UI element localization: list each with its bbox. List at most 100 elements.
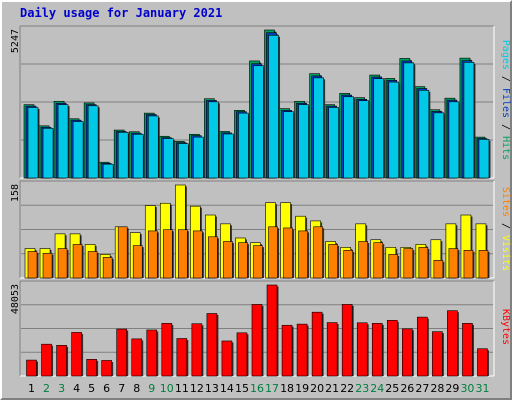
bar-sites-21 xyxy=(328,244,338,279)
x-tick-13: 13 xyxy=(205,382,219,395)
bar-sites-27 xyxy=(418,247,429,279)
bar-sites-15 xyxy=(238,242,248,279)
x-tick-9: 9 xyxy=(148,382,155,395)
panel-kbytes: 48053 xyxy=(10,280,495,377)
legend-visits: Visits xyxy=(500,235,511,271)
bar-kbytes-5 xyxy=(86,359,97,377)
bar-sites-12 xyxy=(193,230,203,279)
x-tick-16: 16 xyxy=(250,382,264,395)
x-tick-18: 18 xyxy=(280,382,294,395)
bar-sites-10 xyxy=(162,229,173,279)
x-tick-4: 4 xyxy=(73,382,80,395)
x-tick-22: 22 xyxy=(340,382,354,395)
bar-sites-1 xyxy=(27,251,38,279)
bar-sites-8 xyxy=(132,245,143,279)
legend-kbytes-group: KBytes xyxy=(500,309,511,345)
bar-pages-9 xyxy=(147,115,159,179)
bar-sites-18 xyxy=(283,227,293,279)
bar-pages-31 xyxy=(478,139,490,179)
x-tick-26: 26 xyxy=(400,382,414,395)
x-tick-21: 21 xyxy=(325,382,339,395)
bar-kbytes-24 xyxy=(371,323,383,377)
bar-sites-4 xyxy=(72,244,83,279)
bar-kbytes-16 xyxy=(251,304,263,377)
bar-sites-19 xyxy=(298,230,308,279)
bar-sites-16 xyxy=(253,245,263,279)
bar-kbytes-15 xyxy=(236,332,248,377)
x-tick-2: 2 xyxy=(43,382,50,395)
legend-pages: Pages xyxy=(500,40,511,70)
bar-kbytes-27 xyxy=(417,316,428,377)
bar-pages-6 xyxy=(102,163,114,179)
y-max-label-visits: 158 xyxy=(10,184,21,202)
panel-visits: 158 xyxy=(10,180,495,279)
x-tick-24: 24 xyxy=(370,382,384,395)
bar-pages-27 xyxy=(418,89,430,179)
bar-pages-22 xyxy=(343,96,354,179)
x-tick-14: 14 xyxy=(220,382,234,395)
bar-kbytes-28 xyxy=(432,331,443,377)
bar-sites-31 xyxy=(478,250,489,279)
bar-sites-28 xyxy=(433,260,444,279)
bar-kbytes-21 xyxy=(326,322,338,377)
legend-files: Files xyxy=(500,88,511,118)
x-tick-7: 7 xyxy=(118,382,125,395)
x-tick-11: 11 xyxy=(175,382,189,395)
legend-sep-1: / xyxy=(500,70,511,88)
x-tick-28: 28 xyxy=(430,382,444,395)
bar-pages-23 xyxy=(358,100,370,179)
x-tick-1: 1 xyxy=(28,382,35,395)
legend-sites: Sites xyxy=(500,187,511,217)
x-tick-27: 27 xyxy=(415,382,429,395)
legend-kbytes: KBytes xyxy=(500,309,511,345)
bar-pages-7 xyxy=(117,132,129,179)
bar-kbytes-22 xyxy=(341,304,353,377)
bar-sites-25 xyxy=(388,254,399,279)
bar-pages-4 xyxy=(72,121,84,179)
bar-sites-22 xyxy=(343,250,353,279)
bar-sites-11 xyxy=(178,229,188,279)
bar-kbytes-8 xyxy=(131,338,143,377)
bar-sites-6 xyxy=(102,257,113,279)
x-tick-12: 12 xyxy=(190,382,204,395)
x-tick-30: 30 xyxy=(460,382,474,395)
x-tick-31: 31 xyxy=(475,382,489,395)
bar-kbytes-17 xyxy=(266,284,278,377)
bar-sites-7 xyxy=(117,226,128,279)
bar-pages-18 xyxy=(283,111,294,179)
bar-kbytes-23 xyxy=(356,322,368,377)
bar-sites-29 xyxy=(448,248,459,279)
bar-pages-24 xyxy=(373,78,385,179)
bar-pages-29 xyxy=(448,101,460,179)
x-tick-15: 15 xyxy=(235,382,249,395)
bar-pages-2 xyxy=(42,128,54,179)
bar-sites-17 xyxy=(268,226,278,279)
bar-kbytes-13 xyxy=(206,313,218,377)
x-tick-10: 10 xyxy=(160,382,174,395)
bar-kbytes-14 xyxy=(221,340,233,377)
bar-kbytes-9 xyxy=(146,329,158,377)
bar-kbytes-6 xyxy=(101,360,112,377)
bar-sites-26 xyxy=(403,248,414,279)
bar-sites-13 xyxy=(208,236,218,279)
x-tick-23: 23 xyxy=(355,382,369,395)
bar-pages-13 xyxy=(208,101,219,179)
bar-sites-9 xyxy=(147,230,158,279)
bar-kbytes-26 xyxy=(402,328,413,377)
bar-pages-16 xyxy=(253,65,264,179)
bar-sites-24 xyxy=(373,242,384,279)
bar-pages-1 xyxy=(27,107,39,179)
bar-kbytes-4 xyxy=(71,332,82,377)
bar-pages-17 xyxy=(268,34,279,179)
legend-hits: Hits xyxy=(500,136,511,160)
x-tick-6: 6 xyxy=(103,382,110,395)
bar-kbytes-20 xyxy=(311,311,323,377)
bar-pages-11 xyxy=(178,143,189,179)
bar-kbytes-30 xyxy=(462,323,473,377)
x-tick-29: 29 xyxy=(445,382,459,395)
bar-kbytes-1 xyxy=(26,359,37,377)
bar-pages-14 xyxy=(223,133,234,179)
bar-pages-19 xyxy=(298,104,309,179)
bar-kbytes-31 xyxy=(477,348,488,377)
